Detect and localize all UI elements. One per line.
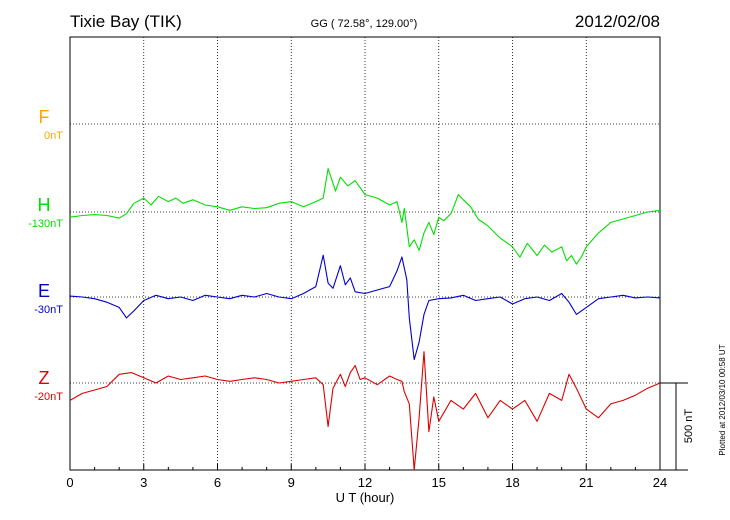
series-baseline-f: 0nT (44, 130, 63, 142)
scale-bar-label: 500 nT (683, 409, 695, 444)
series-baseline-z: -20nT (34, 391, 63, 403)
series-name-z: Z (39, 368, 50, 388)
station-title: Tixie Bay (TIK) (70, 12, 182, 31)
x-tick-label: 6 (214, 475, 221, 490)
x-tick-label: 24 (653, 475, 667, 490)
x-tick-label: 18 (505, 475, 519, 490)
series-name-h: H (38, 195, 51, 215)
series-line-h (69, 167, 661, 265)
plot-date: 2012/02/08 (575, 12, 660, 31)
x-axis-label: U T (hour) (336, 490, 395, 505)
x-axis-ticks: 0 3 6 9 12 15 18 21 24 (66, 464, 667, 490)
series-labels: F 0nT H -130nT E -30nT Z -20nT (28, 107, 63, 403)
series-group (69, 167, 661, 471)
series-baseline-h: -130nT (28, 218, 63, 230)
series-baseline-e: -30nT (34, 304, 63, 316)
x-tick-label: 15 (432, 475, 446, 490)
x-tick-label: 12 (358, 475, 372, 490)
x-tick-label: 0 (66, 475, 73, 490)
station-coords: GG ( 72.58°, 129.00°) (311, 18, 418, 30)
plotted-timestamp: Plotted at 2012/03/10 00:58 UT (718, 344, 727, 455)
x-tick-label: 3 (140, 475, 147, 490)
series-name-e: E (38, 281, 50, 301)
grid-lines (70, 37, 660, 470)
series-line-e (69, 254, 661, 361)
x-tick-label: 9 (288, 475, 295, 490)
series-name-f: F (39, 107, 50, 127)
series-line-z (69, 351, 661, 471)
x-tick-label: 21 (579, 475, 593, 490)
